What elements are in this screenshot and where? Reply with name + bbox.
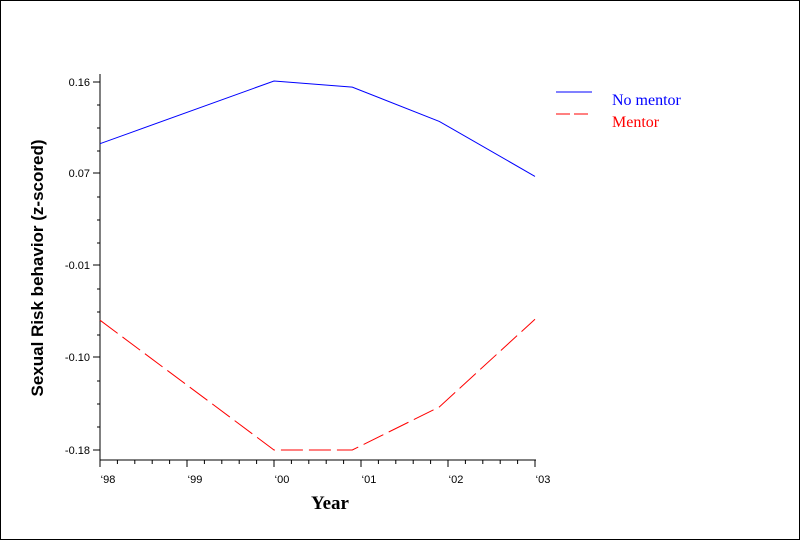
- legend: No mentor Mentor: [556, 91, 682, 131]
- x-axis-title: Year: [311, 493, 350, 514]
- x-tick-label: ‘00: [275, 474, 290, 486]
- x-tick-label: ‘99: [188, 474, 203, 486]
- y-tick-label: -0.10: [65, 352, 90, 364]
- y-tick-label: -0.01: [65, 260, 90, 272]
- legend-label: Mentor: [612, 114, 660, 131]
- y-tick-label: 0.16: [69, 77, 90, 89]
- y-tick-label: 0.07: [69, 168, 90, 180]
- series-lines: [99, 80, 536, 451]
- legend-label: No mentor: [612, 92, 682, 109]
- x-tick-label: ‘98: [101, 474, 116, 486]
- tick-marks: 0.16 0.07 -0.01 -0.10 -0.18 ‘98 ‘99 ‘00 ‘01 ‘02 ‘0…: [65, 77, 550, 486]
- y-tick-label: -0.18: [65, 445, 90, 457]
- x-tick-label: ‘03: [536, 474, 551, 486]
- x-tick-label: ‘01: [362, 474, 377, 486]
- y-axis-title: Sexual Risk behavior (z-scored): [28, 140, 47, 397]
- x-tick-label: ‘02: [449, 474, 464, 486]
- axes: [99, 74, 536, 461]
- series-line-mentor: [99, 318, 536, 451]
- series-line-no-mentor: [99, 80, 536, 177]
